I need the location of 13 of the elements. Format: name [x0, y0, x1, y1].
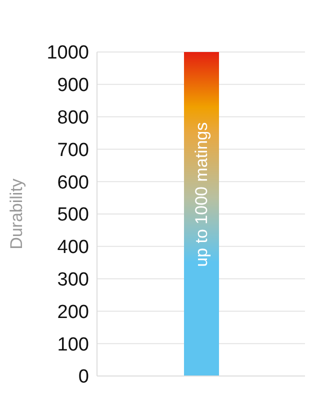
annotation: up to 1000 matings [192, 122, 211, 267]
y-tick-label: 100 [57, 334, 89, 356]
y-tick-label: 200 [57, 302, 89, 323]
y-tick-label: 1000 [46, 42, 89, 64]
y-tick-label: 500 [57, 204, 89, 226]
y-tick-label: 900 [57, 75, 89, 96]
y-tick-label: 800 [57, 108, 89, 129]
y-tick-label: 400 [57, 237, 89, 258]
y-tick-label: 0 [78, 366, 89, 388]
y-axis-title: Durability [7, 178, 26, 250]
y-tick-label: 600 [57, 172, 89, 194]
y-tick-label: 700 [57, 140, 89, 161]
y-tick-label: 300 [57, 270, 89, 291]
